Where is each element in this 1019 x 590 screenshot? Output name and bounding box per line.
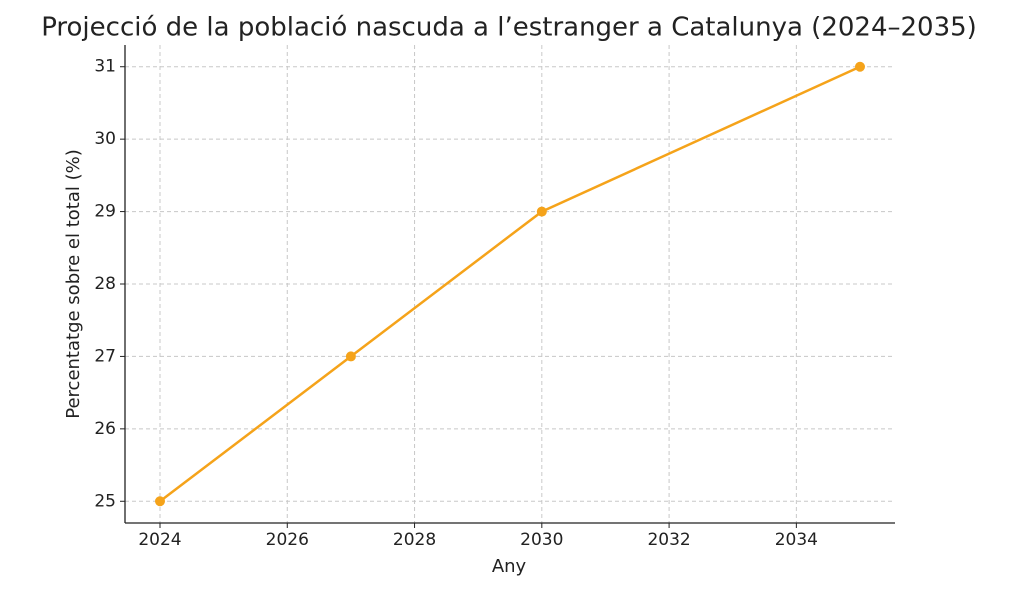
y-tick-label: 25 xyxy=(94,491,116,511)
y-tick-label: 30 xyxy=(94,129,116,149)
data-point xyxy=(536,206,547,217)
x-tick-label: 2030 xyxy=(520,530,563,550)
data-line xyxy=(159,65,861,503)
data-point xyxy=(155,496,165,507)
x-tick-label: 2032 xyxy=(647,530,690,550)
x-tick-label: 2028 xyxy=(393,530,436,550)
y-tick-label: 27 xyxy=(94,346,116,366)
y-tick-label: 29 xyxy=(94,202,116,222)
y-axis-label: Percentatge sobre el total (%) xyxy=(63,149,84,418)
x-axis-label: Any xyxy=(492,556,527,577)
data-point xyxy=(855,61,865,72)
y-tick-label: 28 xyxy=(94,274,116,294)
y-tick-label: 31 xyxy=(94,57,116,77)
data-point xyxy=(345,351,356,362)
x-tick-label: 2026 xyxy=(266,530,309,550)
y-tick-label: 26 xyxy=(94,419,116,439)
x-tick-label: 2034 xyxy=(775,530,818,550)
x-tick-label: 2024 xyxy=(138,530,181,550)
chart-title: Projecció de la població nascuda a l’est… xyxy=(41,13,977,43)
